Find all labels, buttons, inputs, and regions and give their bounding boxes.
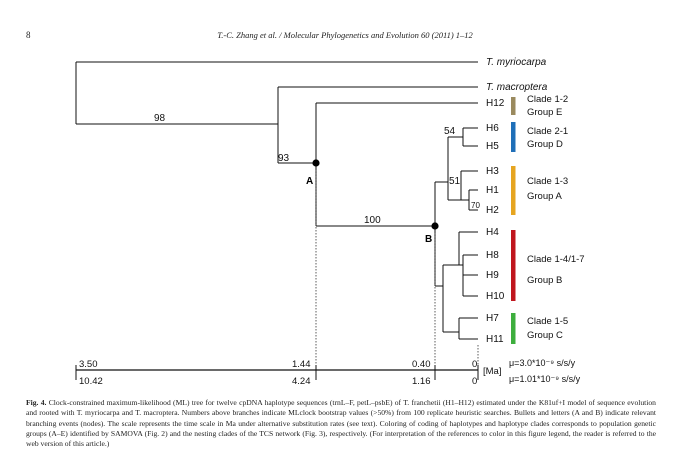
time-guide-lines	[315, 170, 479, 376]
clade-label: Clade 1-5	[527, 316, 568, 327]
group-label: Group E	[527, 107, 562, 118]
clade-bar-a	[511, 166, 516, 215]
group-label: Group C	[527, 330, 563, 341]
clade-label: Clade 1-2	[527, 94, 568, 105]
support-value-93: 93	[278, 153, 290, 164]
taxon-label: H1	[486, 185, 499, 196]
node-a-bullet	[312, 159, 320, 167]
node-b-bullet	[431, 222, 439, 230]
time-scale-axis	[75, 365, 479, 380]
taxon-label: H10	[486, 291, 505, 302]
support-value-100: 100	[364, 215, 381, 226]
figure-caption: Fig. 4. Clock-constrained maximum-likeli…	[26, 398, 656, 449]
scale-unit: [Ma]	[483, 366, 501, 377]
clade-label: Clade 1-4/1-7	[527, 254, 585, 265]
taxon-label: H6	[486, 123, 499, 134]
clade-bar-e	[511, 97, 516, 115]
support-value-70: 70	[471, 201, 480, 210]
clade-bar-b	[511, 230, 516, 301]
clade-bar-c	[511, 313, 516, 344]
group-label: Group A	[527, 191, 563, 202]
scale-bottom-value: 4.24	[292, 376, 311, 387]
clade-label: Clade 2-1	[527, 126, 568, 137]
rate-label-2: μ=1.01*10⁻⁹ s/s/y	[509, 374, 581, 384]
scale-bottom-value: 10.42	[79, 376, 103, 387]
taxon-label: H2	[486, 205, 499, 216]
taxon-label: H8	[486, 250, 499, 261]
scale-bottom-value: 0	[472, 376, 477, 387]
node-label-b: B	[425, 234, 432, 245]
taxon-label: H7	[486, 313, 499, 324]
clade-label: Clade 1-3	[527, 176, 568, 187]
caption-label: Fig. 4.	[26, 398, 47, 407]
taxon-label: H4	[486, 227, 499, 238]
scale-top-value: 0.40	[412, 359, 431, 370]
group-label: Group D	[527, 139, 563, 150]
scale-top-value: 0	[472, 359, 477, 370]
support-value-51: 51	[449, 176, 461, 187]
taxon-label: H11	[486, 334, 504, 345]
taxon-label: H3	[486, 166, 499, 177]
taxon-label: H5	[486, 141, 499, 152]
support-value-54: 54	[444, 126, 456, 137]
running-head: T.-C. Zhang et al. / Molecular Phylogene…	[217, 30, 473, 40]
taxon-label: H12	[486, 98, 505, 109]
scale-top-value: 3.50	[79, 359, 98, 370]
taxon-label: H9	[486, 270, 499, 281]
clade-bar-d	[511, 122, 516, 152]
caption-text: Clock-constrained maximum-likelihood (ML…	[26, 398, 656, 449]
rate-label-1: μ=3.0*10⁻⁹ s/s/y	[509, 358, 576, 368]
scale-bottom-value: 1.16	[412, 376, 431, 387]
page-number: 8	[26, 30, 31, 40]
node-label-a: A	[306, 176, 313, 187]
taxon-label: T. macroptera	[486, 82, 548, 93]
group-label: Group B	[527, 275, 562, 286]
taxon-label: T. myriocarpa	[486, 57, 547, 68]
scale-top-value: 1.44	[292, 359, 311, 370]
support-value-98: 98	[154, 113, 166, 124]
tree-branches	[75, 61, 478, 340]
